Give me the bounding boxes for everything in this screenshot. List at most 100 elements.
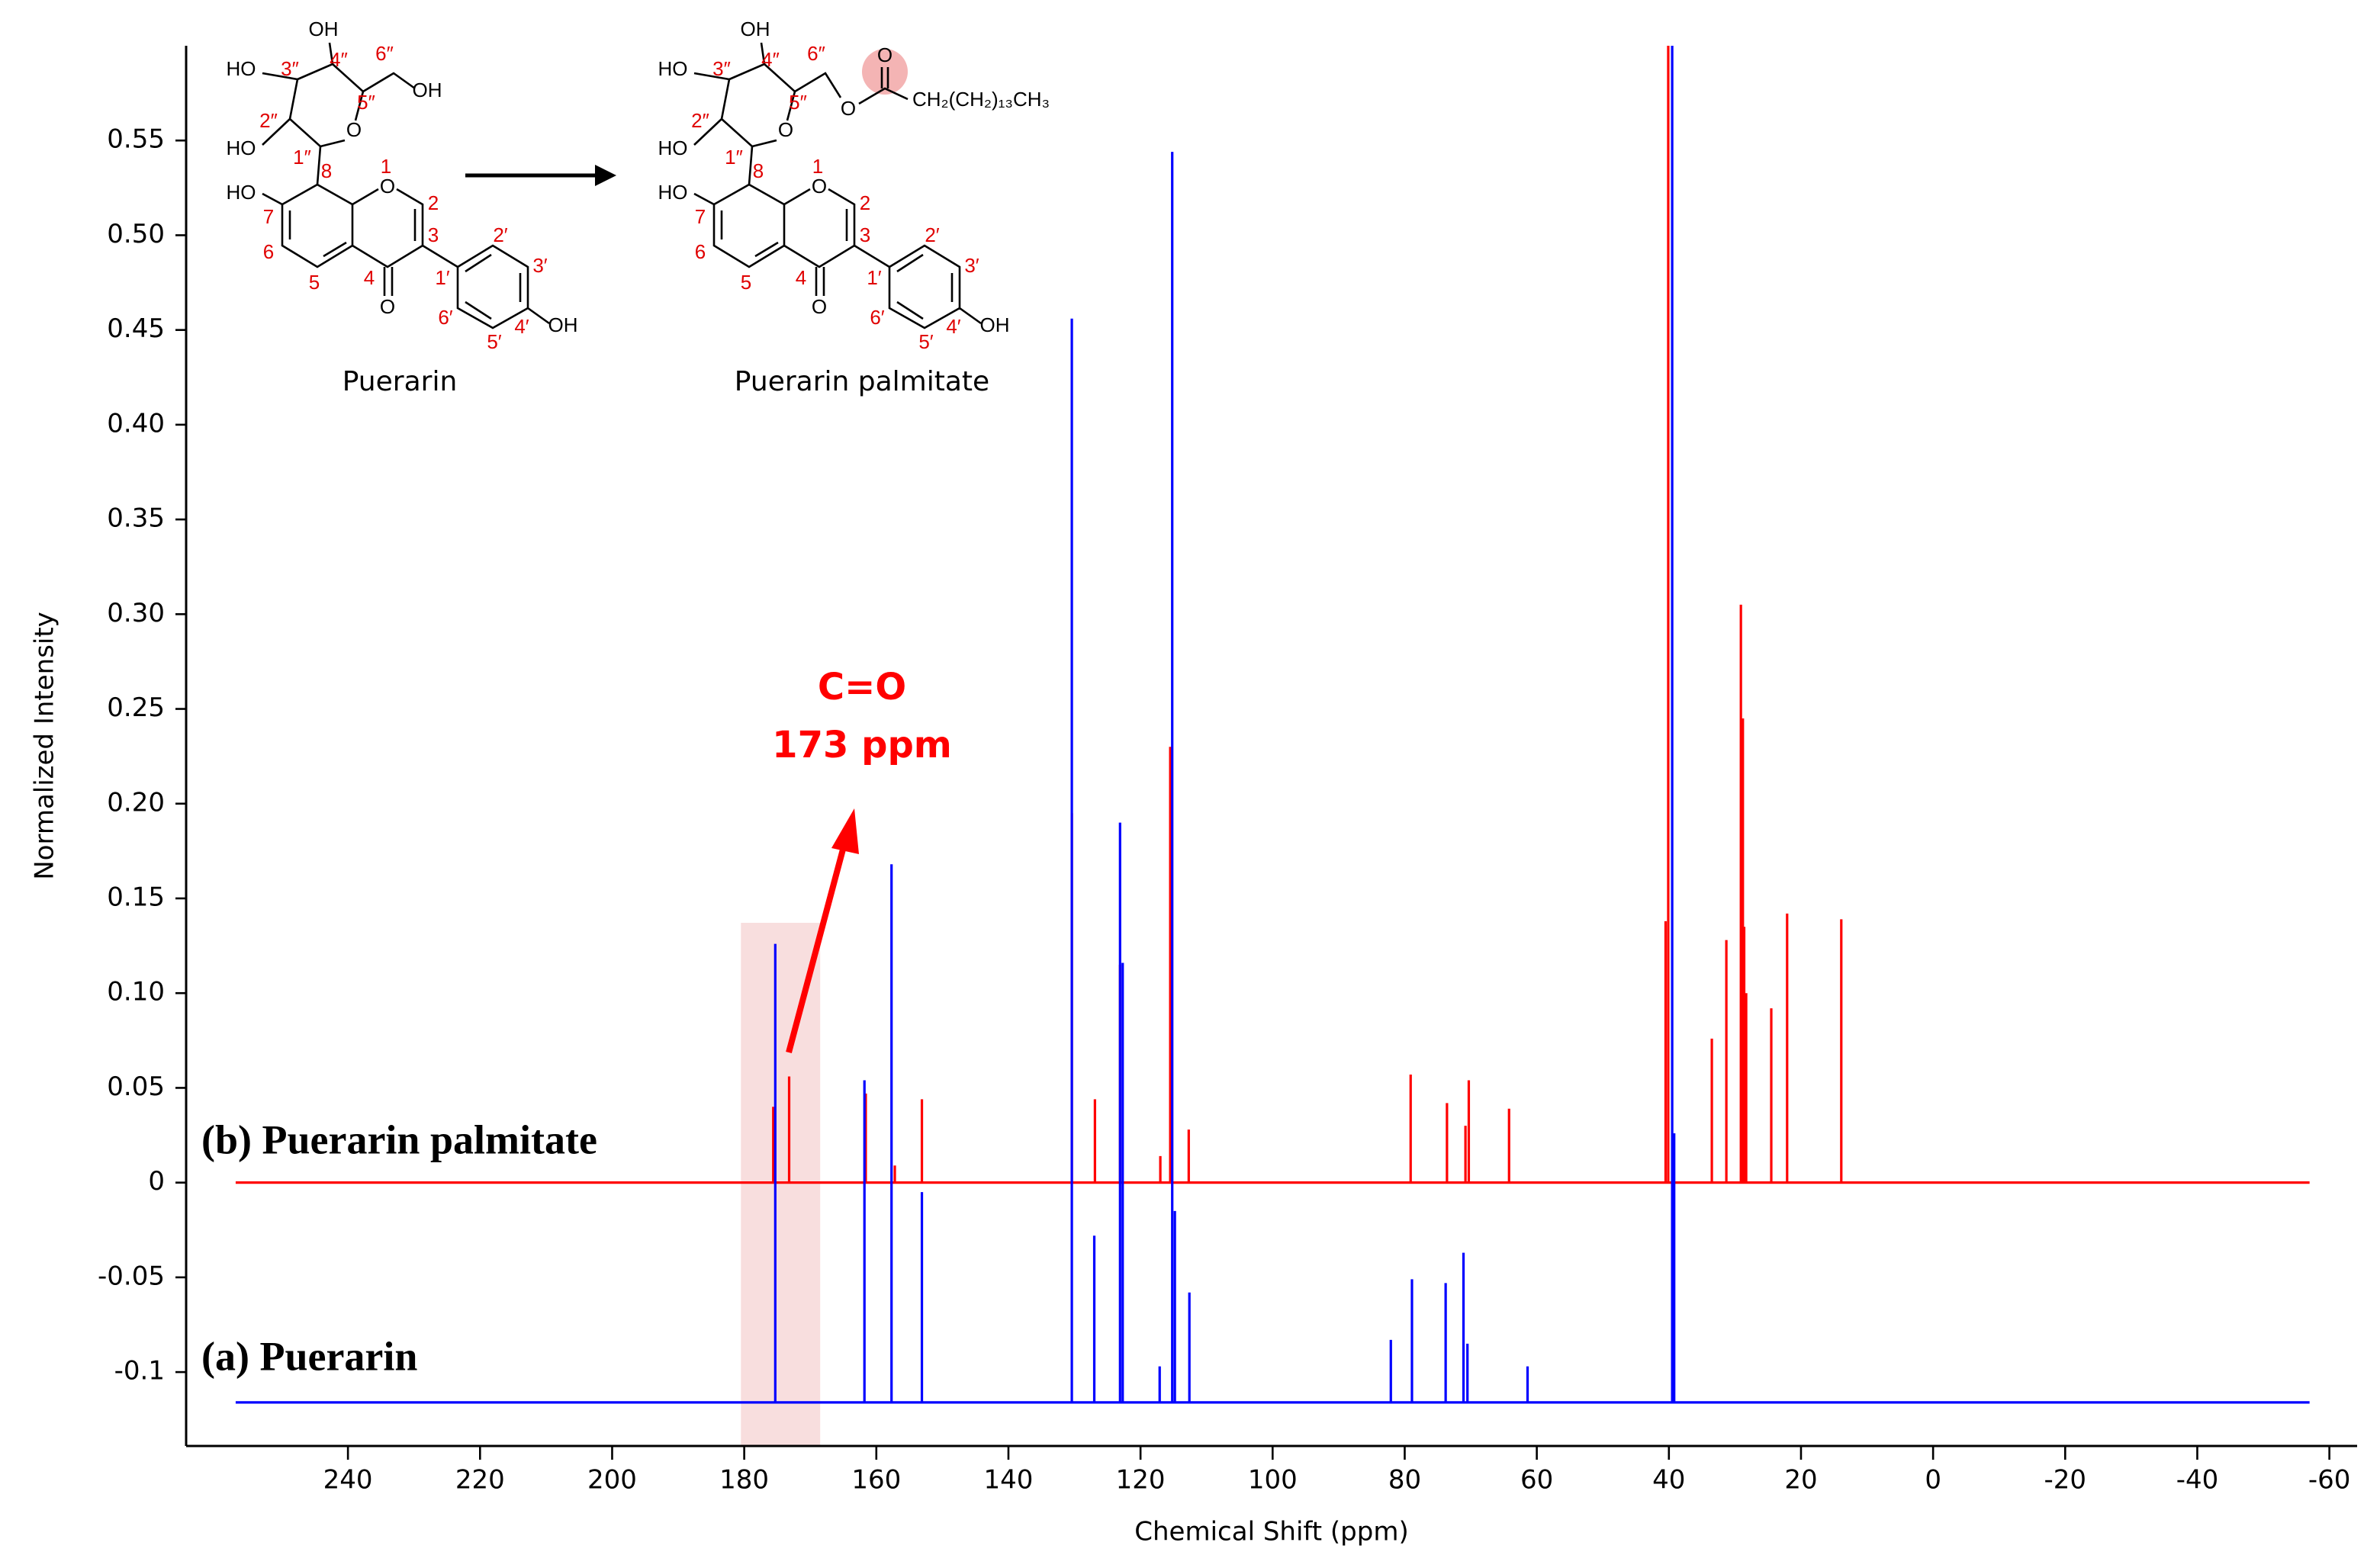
reaction-arrowhead <box>595 165 616 186</box>
atom-number: 3″ <box>712 57 731 80</box>
atom-number: 6 <box>695 240 706 263</box>
y-tick-label: 0.20 <box>107 787 165 818</box>
highlight <box>741 923 821 1446</box>
x-tick-label: 60 <box>1520 1465 1553 1496</box>
y-tick-label: 0.55 <box>107 124 165 155</box>
series-line <box>235 46 2310 1404</box>
structure-right <box>693 42 982 329</box>
atom-label: O <box>778 118 793 141</box>
plot-area <box>235 46 2310 1404</box>
atom-number: 1″ <box>293 146 311 169</box>
atom-label: CH₂(CH₂)₁₃CH₃ <box>912 88 1050 111</box>
x-tick-label: 160 <box>851 1465 901 1496</box>
structure-left <box>262 42 550 329</box>
y-tick-label: -0.05 <box>98 1261 165 1291</box>
atom-number: 1″ <box>725 146 743 169</box>
atom-number: 8 <box>321 159 332 182</box>
atom-number: 5′ <box>487 330 501 353</box>
x-tick-label: 0 <box>1925 1465 1941 1496</box>
x-tick-label: 120 <box>1116 1465 1166 1496</box>
series-line <box>235 46 2310 1184</box>
atom-label: O <box>380 295 395 318</box>
x-tick-label: -20 <box>2044 1465 2087 1496</box>
atom-number: 6″ <box>807 42 825 65</box>
atom-number: 1 <box>381 155 391 178</box>
atom-number: 1′ <box>435 266 449 289</box>
atom-number: 4″ <box>330 48 348 71</box>
y-tick-label: 0.35 <box>107 503 165 534</box>
y-tick-label: 0.50 <box>107 219 165 249</box>
atom-label: O <box>346 118 362 141</box>
atom-label: O <box>812 175 827 198</box>
atom-number: 4 <box>364 266 375 289</box>
x-tick-label: 240 <box>323 1465 373 1496</box>
atom-number: 3 <box>428 223 439 246</box>
atom-label: OH <box>548 313 578 336</box>
x-tick-label: 140 <box>984 1465 1034 1496</box>
y-tick-label: 0.45 <box>107 313 165 344</box>
y-tick-label: 0.30 <box>107 598 165 628</box>
bonds <box>262 42 550 329</box>
atom-number: 6″ <box>375 42 394 65</box>
annotation-arrowhead <box>831 808 859 854</box>
x-tick-label: 100 <box>1248 1465 1298 1496</box>
x-tick-label: 180 <box>719 1465 769 1496</box>
x-tick-label: 200 <box>587 1465 637 1496</box>
y-tick-label: 0.05 <box>107 1072 165 1102</box>
atom-number: 4′ <box>946 315 960 338</box>
atom-number: 3′ <box>532 254 547 277</box>
atom-number: 5″ <box>789 91 807 114</box>
x-tick-label: 20 <box>1784 1465 1817 1496</box>
atom-number: 2″ <box>691 109 709 132</box>
y-tick-label: 0.10 <box>107 977 165 1007</box>
atom-number: 4″ <box>761 48 780 71</box>
structure-name: Puerarin palmitate <box>735 366 989 397</box>
atom-number: 2′ <box>925 223 939 246</box>
atom-number: 6′ <box>438 306 452 329</box>
atom-label: OH <box>309 18 339 40</box>
y-tick-label: 0.15 <box>107 882 165 912</box>
annotation: 173 ppm <box>772 724 952 766</box>
atom-number: 3 <box>860 223 870 246</box>
atom-number: 6′ <box>870 306 884 329</box>
annotation-arrow <box>786 845 847 1054</box>
atom-number: 7 <box>263 205 274 228</box>
atom-number: 2′ <box>493 223 507 246</box>
atom-number: 3″ <box>281 57 299 80</box>
atom-number: 8 <box>753 159 764 182</box>
atom-number: 1 <box>812 155 823 178</box>
x-tick-label: 40 <box>1652 1465 1685 1496</box>
y-tick-label: 0 <box>148 1166 165 1197</box>
atom-label: HO <box>227 137 256 159</box>
annotation: C=O <box>818 666 906 708</box>
structure-name: Puerarin <box>343 366 458 397</box>
series-label: (a) Puerarin <box>201 1333 417 1379</box>
atom-label: OH <box>413 79 442 101</box>
x-tick-label: -60 <box>2308 1465 2351 1496</box>
atom-label: HO <box>658 57 688 80</box>
y-tick-label: -0.1 <box>114 1356 165 1386</box>
atom-label: HO <box>227 57 256 80</box>
atom-label: O <box>841 97 856 120</box>
atom-label: O <box>812 295 827 318</box>
axes: -0.1 -0.05 0 0.05 0.10 0.15 0.20 0.25 0.30 0.35 0.… <box>30 46 2357 1547</box>
labels: (b) Puerarin palmitate(a) PuerarinC=O173… <box>201 18 1050 1380</box>
atom-number: 4 <box>796 266 806 289</box>
x-tick-label: 220 <box>455 1465 505 1496</box>
atom-number: 7 <box>695 205 706 228</box>
atom-number: 2 <box>860 191 870 214</box>
atom-number: 5 <box>309 271 320 294</box>
atom-number: 3′ <box>964 254 979 277</box>
atom-number: 1′ <box>867 266 881 289</box>
atom-number: 5′ <box>918 330 933 353</box>
atom-label: HO <box>658 181 688 204</box>
bonds <box>693 42 982 329</box>
y-tick-label: 0.25 <box>107 692 165 723</box>
atom-number: 6 <box>263 240 274 263</box>
x-tick-label: 80 <box>1388 1465 1421 1496</box>
series-label: (b) Puerarin palmitate <box>201 1117 597 1162</box>
atom-label: O <box>380 175 395 198</box>
atom-number: 4′ <box>514 315 529 338</box>
atom-number: 2″ <box>259 109 278 132</box>
